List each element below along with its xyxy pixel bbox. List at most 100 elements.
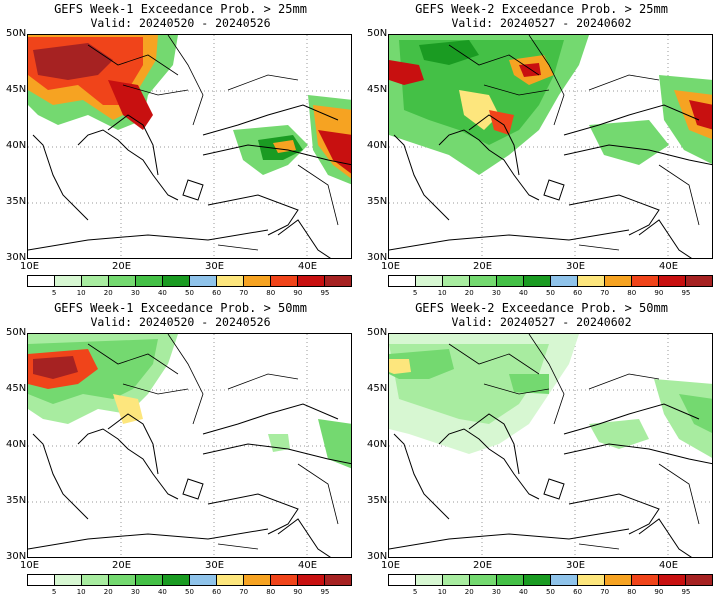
- lat-label: 40N: [367, 140, 388, 151]
- lat-label: 30N: [367, 252, 388, 263]
- colorbar-tick-label: 5: [51, 289, 57, 297]
- panel-week2-50mm: GEFS Week-2 Exceedance Prob. > 50mm Vali…: [361, 299, 722, 598]
- precip-probability-map: [389, 334, 712, 557]
- colorbar-tick-label: 60: [573, 289, 583, 297]
- colorbar-tick-label: 90: [293, 588, 303, 596]
- map-plot: [27, 34, 352, 259]
- precip-probability-map: [28, 35, 351, 258]
- colorbar-tick-label: 60: [573, 588, 583, 596]
- colorbar-tick-label: 80: [627, 289, 637, 297]
- colorbar-tick-label: 50: [546, 289, 555, 297]
- colorbar-tick-label: 90: [654, 289, 664, 297]
- colorbar-swatch: [497, 575, 524, 585]
- colorbar-swatch: [28, 575, 55, 585]
- lat-label: 40N: [6, 439, 27, 450]
- lon-label: 10E: [381, 261, 401, 272]
- colorbar-swatch: [82, 276, 109, 286]
- lat-label: 50N: [6, 327, 27, 338]
- colorbar-swatch: [82, 575, 109, 585]
- colorbar-swatch: [389, 276, 416, 286]
- colorbar-swatch: [325, 575, 351, 585]
- colorbar-tick-label: 40: [518, 588, 528, 596]
- colorbar-tick-label: 95: [320, 289, 330, 297]
- colorbar-tick-label: 70: [600, 289, 610, 297]
- map-plot: [388, 34, 713, 259]
- colorbar-swatch: [163, 276, 190, 286]
- colorbar-swatch: [217, 575, 244, 585]
- colorbar: [27, 275, 352, 287]
- panel-valid-dates: Valid: 20240527 - 20240602: [451, 315, 632, 329]
- lat-label: 40N: [367, 439, 388, 450]
- precip-probability-map: [28, 334, 351, 557]
- colorbar-swatch: [389, 575, 416, 585]
- lat-label: 35N: [367, 495, 388, 506]
- lat-label: 50N: [367, 28, 388, 39]
- colorbar-swatch: [551, 276, 578, 286]
- colorbar-tick-label: 40: [157, 588, 167, 596]
- colorbar-swatch: [686, 276, 712, 286]
- lon-label: 30E: [566, 261, 586, 272]
- lon-label: 40E: [659, 560, 679, 571]
- colorbar: [388, 574, 713, 586]
- colorbar-swatch: [632, 575, 659, 585]
- colorbar-swatch: [659, 575, 686, 585]
- lon-label: 10E: [20, 560, 40, 571]
- lon-label: 30E: [566, 560, 586, 571]
- colorbar-tick-label: 40: [518, 289, 528, 297]
- colorbar-swatch: [578, 575, 605, 585]
- colorbar-tick-label: 30: [491, 289, 501, 297]
- colorbar-swatch: [55, 575, 82, 585]
- map-plot: [388, 333, 713, 558]
- lon-label: 40E: [298, 560, 318, 571]
- colorbar-tick-label: 20: [103, 588, 113, 596]
- colorbar-tick-label: 5: [51, 588, 57, 596]
- colorbar-swatch: [28, 276, 55, 286]
- colorbar-swatch: [244, 575, 271, 585]
- lon-label: 30E: [205, 560, 225, 571]
- colorbar-tick-label: 20: [103, 289, 113, 297]
- panel-valid-dates: Valid: 20240527 - 20240602: [451, 16, 632, 30]
- panel-week1-50mm: GEFS Week-1 Exceedance Prob. > 50mm Vali…: [0, 299, 361, 598]
- colorbar-swatch: [686, 575, 712, 585]
- colorbar-tick-label: 50: [185, 289, 194, 297]
- colorbar-swatch: [416, 276, 443, 286]
- colorbar: [388, 275, 713, 287]
- colorbar-tick-label: 60: [212, 289, 222, 297]
- colorbar-tick-label: 10: [76, 588, 86, 596]
- colorbar-swatch: [443, 276, 470, 286]
- colorbar-swatch: [298, 276, 325, 286]
- colorbar-swatch: [325, 276, 351, 286]
- colorbar-swatch: [659, 276, 686, 286]
- colorbar-tick-label: 20: [464, 588, 474, 596]
- colorbar-tick-label: 5: [412, 289, 418, 297]
- lat-label: 50N: [367, 327, 388, 338]
- colorbar-swatch: [271, 575, 298, 585]
- colorbar-swatch: [470, 276, 497, 286]
- colorbar-tick-label: 60: [212, 588, 222, 596]
- colorbar-tick-label: 90: [654, 588, 664, 596]
- colorbar-swatch: [605, 276, 632, 286]
- panel-title: GEFS Week-2 Exceedance Prob. > 50mm: [415, 301, 668, 315]
- colorbar-tick-label: 95: [681, 588, 691, 596]
- colorbar-swatch: [578, 276, 605, 286]
- lat-label: 40N: [6, 140, 27, 151]
- panel-week1-25mm: GEFS Week-1 Exceedance Prob. > 25mm Vali…: [0, 0, 361, 299]
- colorbar-swatch: [109, 575, 136, 585]
- colorbar-tick-label: 80: [266, 289, 276, 297]
- colorbar-swatch: [632, 276, 659, 286]
- colorbar-tick-label: 30: [491, 588, 501, 596]
- colorbar-tick-label: 95: [681, 289, 691, 297]
- colorbar-swatch: [524, 575, 551, 585]
- lat-label: 45N: [367, 383, 388, 394]
- lon-label: 40E: [659, 261, 679, 272]
- lat-label: 30N: [6, 551, 27, 562]
- lon-label: 10E: [20, 261, 40, 272]
- panel-valid-dates: Valid: 20240520 - 20240526: [90, 16, 271, 30]
- colorbar-tick-label: 50: [185, 588, 194, 596]
- colorbar-tick-label: 40: [157, 289, 167, 297]
- colorbar-swatch: [551, 575, 578, 585]
- lon-label: 30E: [205, 261, 225, 272]
- panel-title: GEFS Week-1 Exceedance Prob. > 50mm: [54, 301, 307, 315]
- colorbar-tick-label: 95: [320, 588, 330, 596]
- panel-week2-25mm: GEFS Week-2 Exceedance Prob. > 25mm Vali…: [361, 0, 722, 299]
